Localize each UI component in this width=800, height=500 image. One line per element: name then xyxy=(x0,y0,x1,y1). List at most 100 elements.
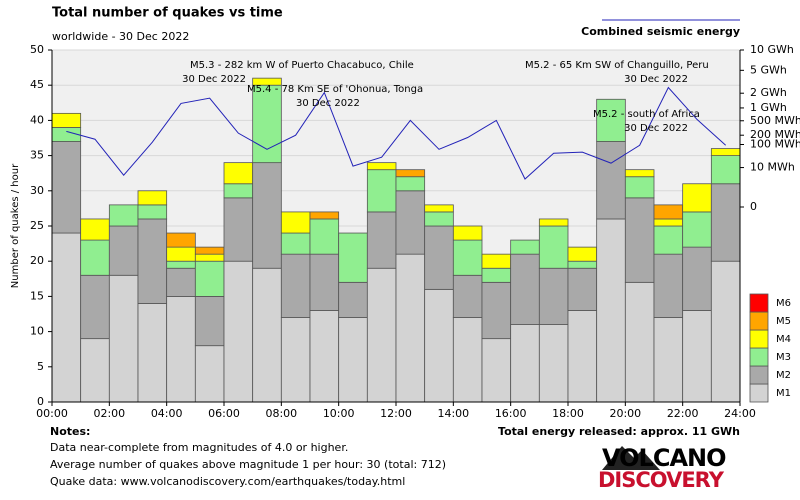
annotation: M5.4 - 78 Km SE of 'Ohonua, Tonga xyxy=(247,84,423,95)
bar-segment xyxy=(567,310,598,403)
y-tick-label: 50 xyxy=(30,43,44,56)
bar-segment xyxy=(596,98,626,142)
y2-tick-label: 500 MWh xyxy=(750,114,800,127)
bar-segment xyxy=(481,253,512,269)
bar-segment xyxy=(624,169,655,178)
bar-segment xyxy=(710,260,741,403)
y2-tick-label: 5 GWh xyxy=(750,63,787,76)
bar-segment xyxy=(166,295,196,403)
bar-segment xyxy=(710,183,741,262)
y2-tick-label: 1 GWh xyxy=(750,101,787,114)
bar-segment xyxy=(223,197,254,262)
bar-segment xyxy=(338,232,368,283)
bar-segment xyxy=(538,267,569,325)
bar-segment xyxy=(194,253,225,262)
total-energy: Total energy released: approx. 11 GWh xyxy=(498,425,740,438)
bar-segment xyxy=(280,211,311,234)
bar-segment xyxy=(51,112,82,128)
bar-segment xyxy=(538,225,569,269)
y2-tick-label: 2 GWh xyxy=(750,86,787,99)
y-tick-label: 0 xyxy=(37,395,44,408)
bar-segment xyxy=(596,218,626,403)
y-tick-label: 15 xyxy=(30,289,44,302)
bar-segment xyxy=(682,211,712,248)
y2-tick-label: 10 GWh xyxy=(750,43,794,56)
y-tick-label: 30 xyxy=(30,184,44,197)
y2-tick-label: 10 MWh xyxy=(750,161,795,174)
bar-segment xyxy=(395,253,426,403)
bar-segment xyxy=(252,162,282,269)
bar-segment xyxy=(366,162,397,171)
bar-segment xyxy=(137,218,168,304)
legend-label: M6 xyxy=(776,298,791,309)
bar-segment xyxy=(166,232,196,248)
x-tick-label: 00:00 xyxy=(36,407,68,420)
bar-segment xyxy=(395,169,426,178)
bar-segment xyxy=(108,274,139,403)
y-tick-label: 40 xyxy=(30,113,44,126)
bar-segment xyxy=(624,197,655,283)
bar-segment xyxy=(166,267,196,297)
bar-segment xyxy=(194,260,225,297)
energy-line xyxy=(66,86,727,180)
legend-swatch xyxy=(749,383,769,403)
bar-segment xyxy=(194,345,225,403)
annotation: M5.3 - 282 km W of Puerto Chacabuco, Chi… xyxy=(190,60,414,71)
bar-segment xyxy=(481,338,512,403)
bar-segment xyxy=(395,176,426,192)
bar-segment xyxy=(510,253,540,325)
legend-label: M4 xyxy=(776,334,791,345)
y-tick-label: 25 xyxy=(30,219,44,232)
bar-segment xyxy=(309,310,340,403)
bar-segment xyxy=(166,260,196,269)
y-tick-label: 45 xyxy=(30,78,44,91)
bar-segment xyxy=(653,317,684,403)
bar-segment xyxy=(424,211,454,227)
bar-segment xyxy=(567,267,598,311)
chart-title: Total number of quakes vs time xyxy=(52,6,283,21)
bar-segment xyxy=(538,324,569,403)
bar-segment xyxy=(424,225,454,290)
note: Quake data: www.volcanodiscovery.com/ear… xyxy=(50,475,405,488)
bar-segment xyxy=(710,148,741,156)
x-tick-label: 10:00 xyxy=(323,407,355,420)
bar-segment xyxy=(481,267,512,283)
bar-segment xyxy=(366,211,397,269)
bar-segment xyxy=(596,141,626,220)
bar-segment xyxy=(309,218,340,255)
bar-segment xyxy=(452,225,483,241)
bar-segment xyxy=(51,232,82,403)
bar-segment xyxy=(80,274,110,340)
bar-segment xyxy=(252,77,282,86)
bar-segment xyxy=(194,295,225,347)
bar-segment xyxy=(51,141,82,234)
x-tick-label: 24:00 xyxy=(724,407,756,420)
bar-segment xyxy=(510,239,540,255)
bar-segment xyxy=(682,246,712,311)
bar-segment xyxy=(567,246,598,262)
legend-label: M1 xyxy=(776,388,791,399)
notes-title: Notes: xyxy=(50,425,90,438)
bar-segment xyxy=(424,288,454,403)
bar-segment xyxy=(108,204,139,227)
bar-segment xyxy=(280,317,311,403)
bar-segment xyxy=(538,218,569,227)
y-tick-label: 35 xyxy=(30,149,44,162)
legend-swatch xyxy=(749,347,769,367)
bar-segment xyxy=(653,204,684,220)
bar-segment xyxy=(338,281,368,318)
bar-segment xyxy=(624,281,655,403)
x-tick-label: 20:00 xyxy=(609,407,641,420)
x-tick-label: 12:00 xyxy=(380,407,412,420)
bar-segment xyxy=(252,84,282,164)
bar-segment xyxy=(223,162,254,185)
x-tick-label: 14:00 xyxy=(437,407,469,420)
y-axis-label: Number of quakes / hour xyxy=(10,163,21,288)
chart-subtitle: worldwide - 30 Dec 2022 xyxy=(52,30,189,43)
bar-segment xyxy=(395,190,426,255)
logo-icon xyxy=(602,446,660,470)
bar-segment xyxy=(366,169,397,213)
legend-swatch xyxy=(749,293,769,313)
y-tick-label: 5 xyxy=(37,360,44,373)
